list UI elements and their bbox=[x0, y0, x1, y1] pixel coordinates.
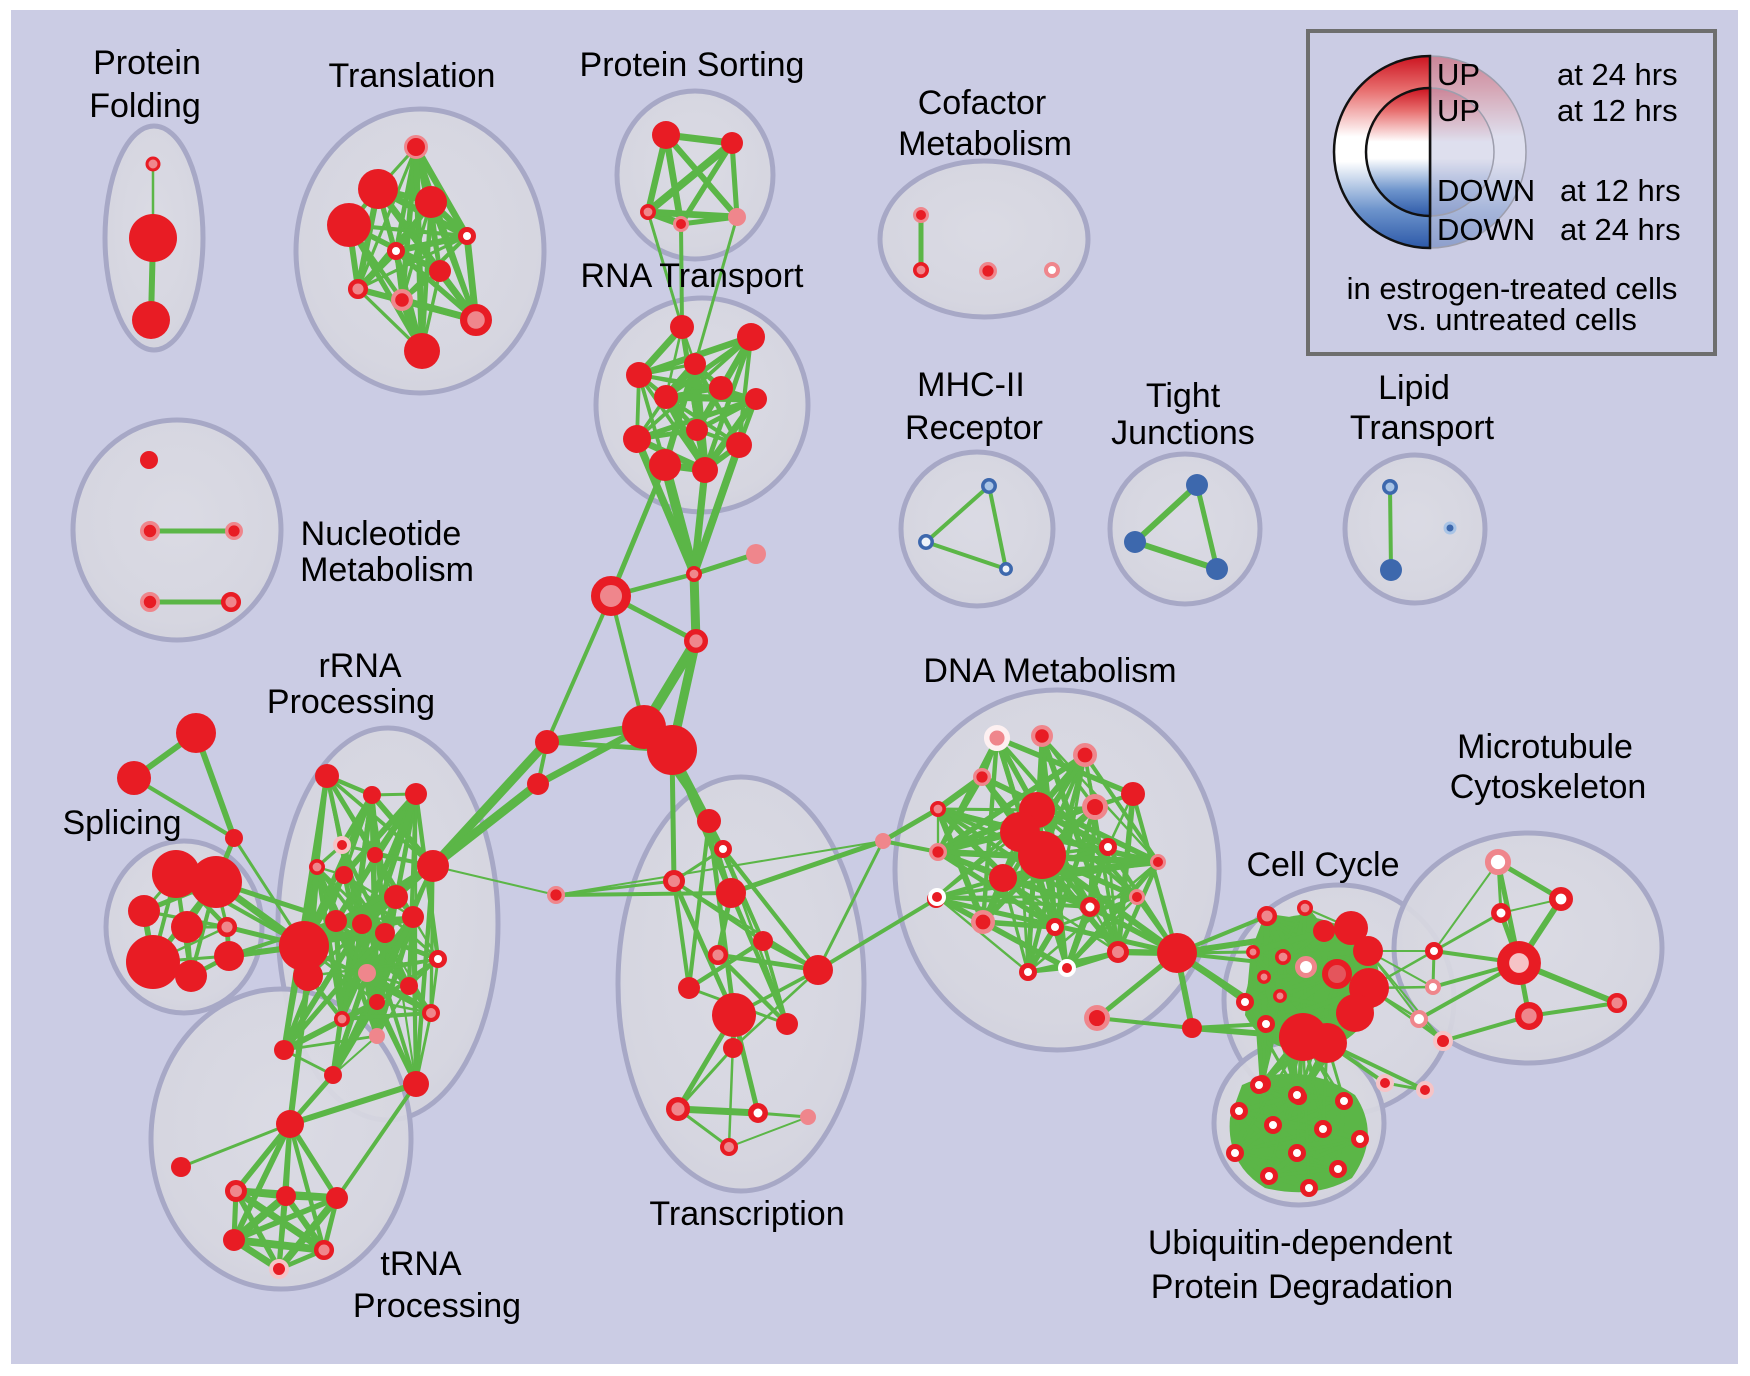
svg-text:Transport: Transport bbox=[1350, 409, 1495, 447]
svg-text:at 24 hrs: at 24 hrs bbox=[1560, 212, 1681, 247]
svg-text:Protein Sorting: Protein Sorting bbox=[580, 46, 805, 84]
svg-text:in estrogen-treated cells: in estrogen-treated cells bbox=[1347, 271, 1678, 306]
svg-text:DOWN: DOWN bbox=[1437, 173, 1535, 208]
svg-text:Processing: Processing bbox=[267, 683, 435, 721]
svg-text:Protein: Protein bbox=[93, 44, 201, 82]
svg-text:Translation: Translation bbox=[329, 57, 496, 95]
svg-text:DNA Metabolism: DNA Metabolism bbox=[923, 652, 1176, 690]
svg-text:DOWN: DOWN bbox=[1437, 212, 1535, 247]
svg-text:Cofactor: Cofactor bbox=[918, 84, 1047, 122]
svg-text:Protein Degradation: Protein Degradation bbox=[1151, 1268, 1453, 1306]
svg-text:Receptor: Receptor bbox=[905, 409, 1043, 447]
svg-text:Microtubule: Microtubule bbox=[1457, 728, 1633, 766]
svg-text:UP: UP bbox=[1437, 93, 1480, 128]
svg-text:Metabolism: Metabolism bbox=[898, 125, 1072, 163]
svg-text:UP: UP bbox=[1437, 57, 1480, 92]
svg-text:Lipid: Lipid bbox=[1378, 369, 1450, 407]
svg-text:Processing: Processing bbox=[353, 1287, 521, 1325]
svg-text:Transcription: Transcription bbox=[649, 1195, 844, 1233]
svg-text:Nucleotide: Nucleotide bbox=[301, 515, 462, 553]
svg-text:Ubiquitin-dependent: Ubiquitin-dependent bbox=[1148, 1224, 1453, 1262]
svg-text:Cytoskeleton: Cytoskeleton bbox=[1450, 768, 1647, 806]
svg-text:Tight: Tight bbox=[1146, 377, 1221, 415]
svg-text:Folding: Folding bbox=[89, 87, 201, 125]
svg-text:Junctions: Junctions bbox=[1111, 414, 1255, 452]
svg-text:Metabolism: Metabolism bbox=[300, 551, 474, 589]
svg-text:rRNA: rRNA bbox=[318, 647, 401, 685]
svg-text:at 12 hrs: at 12 hrs bbox=[1557, 93, 1678, 128]
svg-text:vs. untreated cells: vs. untreated cells bbox=[1387, 302, 1637, 337]
svg-text:RNA Transport: RNA Transport bbox=[581, 257, 805, 295]
svg-text:at 24 hrs: at 24 hrs bbox=[1557, 57, 1678, 92]
svg-text:Cell Cycle: Cell Cycle bbox=[1246, 846, 1399, 884]
svg-text:MHC-II: MHC-II bbox=[917, 366, 1025, 404]
svg-text:at 12 hrs: at 12 hrs bbox=[1560, 173, 1681, 208]
svg-text:tRNA: tRNA bbox=[380, 1245, 462, 1283]
svg-text:Splicing: Splicing bbox=[62, 804, 181, 842]
